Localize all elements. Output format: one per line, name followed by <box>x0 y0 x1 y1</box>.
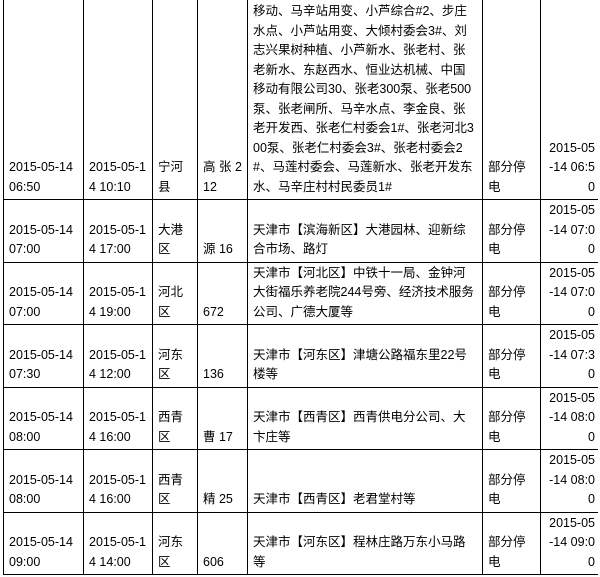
start-time-cell: 2015-05-14 07:00 <box>3 199 84 263</box>
line-cell: 曹 17 <box>197 386 248 450</box>
table-row: 2015-05-14 07:00 2015-05-14 17:00 大港区 源 … <box>3 199 598 263</box>
table-row: 2015-05-14 06:50 2015-05-14 10:10 宁河县 高 … <box>3 0 598 200</box>
start-time-cell: 2015-05-14 07:30 <box>3 324 84 388</box>
end-time-cell: 2015-05-14 19:00 <box>83 261 153 325</box>
outage-type-cell: 部分停电 <box>482 261 541 325</box>
outage-type-cell: 部分停电 <box>482 386 541 450</box>
table-row: 2015-05-14 08:00 2015-05-14 16:00 西青区 精 … <box>3 449 598 513</box>
restore-time-cell: 2015-05-14 09:00 <box>540 511 598 575</box>
district-cell: 河东区 <box>152 324 198 388</box>
restore-time-cell: 2015-05-14 06:50 <box>540 0 598 200</box>
line-cell: 高 张 212 <box>197 0 248 200</box>
restore-time-cell: 2015-05-14 07:00 <box>540 199 598 263</box>
start-time-cell: 2015-05-14 07:00 <box>3 261 84 325</box>
table-row: 2015-05-14 09:00 2015-05-14 14:00 河东区 60… <box>3 511 598 575</box>
line-cell: 136 <box>197 324 248 388</box>
end-time-cell: 2015-05-14 10:10 <box>83 0 153 200</box>
outage-type-cell: 部分停电 <box>482 449 541 513</box>
table-row: 2015-05-14 07:30 2015-05-14 12:00 河东区 13… <box>3 324 598 388</box>
restore-time-cell: 2015-05-14 08:00 <box>540 449 598 513</box>
area-cell: 天津市【河北区】中铁十一局、金钟河大街福乐养老院244号旁、经济技术服务公司、广… <box>247 261 483 325</box>
start-time-cell: 2015-05-14 06:50 <box>3 0 84 200</box>
table-row: 2015-05-14 07:00 2015-05-14 19:00 河北区 67… <box>3 261 598 325</box>
restore-time-cell: 2015-05-14 08:00 <box>540 386 598 450</box>
restore-time-cell: 2015-05-14 07:30 <box>540 324 598 388</box>
area-cell: 天津市【河东区】津塘公路福东里22号楼等 <box>247 324 483 388</box>
restore-time-cell: 2015-05-14 07:00 <box>540 261 598 325</box>
table-row: 2015-05-14 08:00 2015-05-14 16:00 西青区 曹 … <box>3 386 598 450</box>
line-cell: 606 <box>197 511 248 575</box>
area-cell: 天津市【西青区】老君堂村等 <box>247 449 483 513</box>
outage-type-cell: 部分停电 <box>482 511 541 575</box>
end-time-cell: 2015-05-14 17:00 <box>83 199 153 263</box>
area-cell: 天津市【宁河县】柳树水点、马辛村、马联村、东赵村、常淀新水、马辛水站、东赵北水点… <box>247 0 483 200</box>
district-cell: 西青区 <box>152 449 198 513</box>
line-cell: 精 25 <box>197 449 248 513</box>
start-time-cell: 2015-05-14 08:00 <box>3 449 84 513</box>
line-cell: 672 <box>197 261 248 325</box>
line-cell: 源 16 <box>197 199 248 263</box>
area-cell: 天津市【河东区】程林庄路万东小马路等 <box>247 511 483 575</box>
start-time-cell: 2015-05-14 08:00 <box>3 386 84 450</box>
district-cell: 河东区 <box>152 511 198 575</box>
outage-type-cell: 部分停电 <box>482 199 541 263</box>
power-outage-table: 2015-05-14 06:50 2015-05-14 10:10 宁河县 高 … <box>3 0 598 575</box>
outage-type-cell: 部分停电 <box>482 0 541 200</box>
district-cell: 宁河县 <box>152 0 198 200</box>
end-time-cell: 2015-05-14 16:00 <box>83 386 153 450</box>
outage-table-container: 2015-05-14 06:50 2015-05-14 10:10 宁河县 高 … <box>3 0 598 575</box>
district-cell: 西青区 <box>152 386 198 450</box>
end-time-cell: 2015-05-14 12:00 <box>83 324 153 388</box>
area-cell: 天津市【滨海新区】大港园林、迎新综合市场、路灯 <box>247 199 483 263</box>
area-cell: 天津市【西青区】西青供电分公司、大卞庄等 <box>247 386 483 450</box>
end-time-cell: 2015-05-14 14:00 <box>83 511 153 575</box>
start-time-cell: 2015-05-14 09:00 <box>3 511 84 575</box>
end-time-cell: 2015-05-14 16:00 <box>83 449 153 513</box>
outage-type-cell: 部分停电 <box>482 324 541 388</box>
district-cell: 河北区 <box>152 261 198 325</box>
district-cell: 大港区 <box>152 199 198 263</box>
